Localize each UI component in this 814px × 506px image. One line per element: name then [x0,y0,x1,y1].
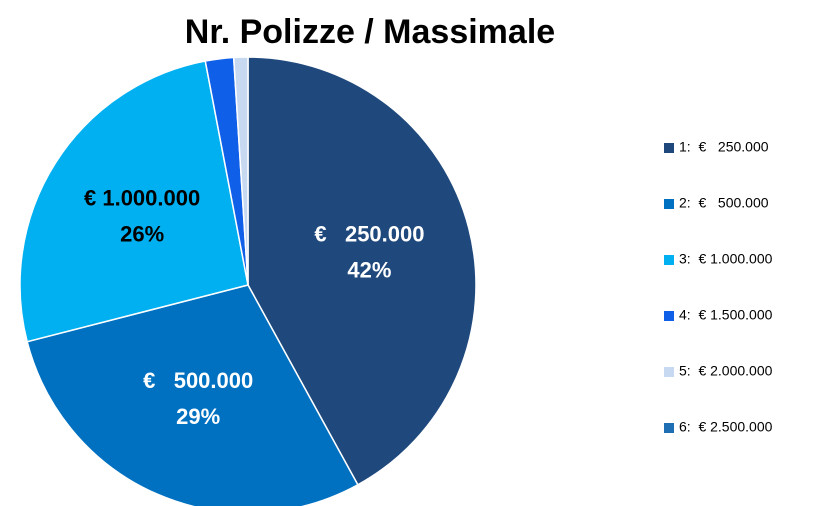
data-label: 29% [176,404,220,429]
slice-name: € 1.000.000 [84,186,200,211]
slice-name: € 250.000 [314,222,424,247]
pie-slice [19,60,249,343]
slice-name: € 500.000 [143,368,253,393]
pie-slice [247,56,477,486]
legend-swatch [664,367,674,377]
pie-slice [26,284,359,506]
legend-swatch [664,143,674,153]
legend-label: 6: € 2.500.000 [679,419,773,435]
legend-swatch [664,423,674,433]
legend-swatch [664,199,674,209]
data-label: 26% [120,222,164,247]
legend-label: 3: € 1.000.000 [679,251,773,267]
pie-slice [232,56,249,286]
legend-swatch [664,311,674,321]
legend-label: 4: € 1.500.000 [679,307,773,323]
legend-swatch [664,255,674,265]
data-label: 42% [347,258,391,283]
legend-label: 1: € 250.000 [679,139,769,155]
legend-label: 5: € 2.000.000 [679,363,773,379]
legend-label: 2: € 500.000 [679,195,769,211]
chart-title: Nr. Polizze / Massimale [185,13,555,51]
